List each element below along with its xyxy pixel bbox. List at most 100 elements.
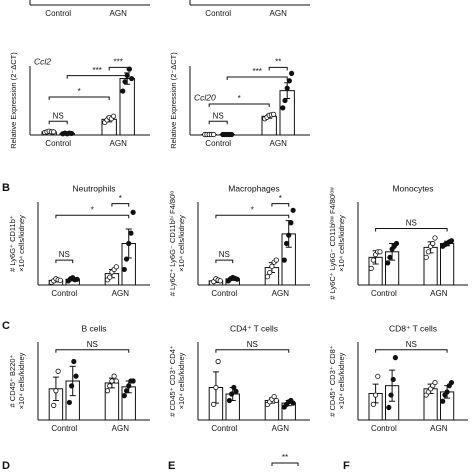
x-tick-label: AGN	[430, 289, 448, 298]
x-tick-label: AGN	[272, 289, 290, 298]
data-point	[211, 401, 217, 407]
x-tick-label: AGN	[110, 9, 128, 18]
significance-label: NS	[247, 340, 258, 349]
panel: Control AGN # CD45⁺ CD3⁺ CD4⁺ ×10⁴ cells/ki…	[168, 323, 310, 433]
significance-bracket	[208, 120, 228, 125]
y-axis-label: ×10⁴ cells/kidney	[177, 215, 186, 272]
significance-label: *	[251, 205, 254, 214]
x-tick-label: AGN	[110, 139, 128, 148]
y-axis-label: # CD45⁺ CD3⁺ CD8⁺	[328, 345, 337, 417]
data-point	[66, 399, 73, 406]
data-point	[233, 388, 239, 394]
data-point	[234, 276, 240, 282]
data-point	[425, 249, 431, 255]
significance-label: NS	[406, 219, 417, 228]
significance-label: NS	[406, 340, 417, 349]
data-point	[290, 400, 296, 406]
data-point	[270, 111, 277, 117]
data-point	[440, 398, 446, 404]
data-point	[387, 254, 393, 260]
significance-label: NS	[219, 250, 230, 259]
data-point	[113, 264, 119, 270]
data-point	[264, 274, 271, 280]
data-point	[385, 260, 391, 266]
data-point	[280, 105, 286, 111]
significance-label: NS	[213, 111, 224, 120]
significance-bracket	[55, 259, 74, 264]
significance-bracket	[271, 462, 299, 466]
y-axis-label: # Ly6G⁺ CD11b⁺	[8, 215, 17, 272]
panel-title: Monocytes	[392, 183, 433, 193]
y-axis-label: # Ly6C⁺ Ly6G⁻ CD11bˡᵒʷ F4/80ˡᵒʷ	[328, 187, 337, 300]
data-point	[370, 401, 376, 407]
data-point	[55, 368, 61, 374]
panel-letter: F	[343, 460, 350, 472]
data-point	[229, 391, 235, 397]
data-point	[288, 220, 294, 226]
data-point	[107, 274, 113, 280]
data-point	[73, 373, 79, 379]
y-axis-label: ×10⁴ cells/kidney	[17, 352, 26, 409]
significance-label: *	[78, 87, 81, 96]
data-point	[432, 379, 438, 386]
y-axis-label: Relative Expression (2⁻ΔCT)	[9, 52, 18, 149]
data-point	[282, 97, 288, 104]
panel: Control AGN # Ly6G⁺ CD11b⁺ ×10⁴ cells/kidne…	[8, 183, 150, 298]
data-point	[269, 263, 275, 269]
panel: Control AGN # Ly6C⁺ Ly6G⁻ CD11bʰⁱ F4/80ˡᵒ ×…	[168, 183, 310, 298]
y-axis-label: ×10⁴ cells/kidney	[337, 215, 346, 272]
significance-bracket	[215, 214, 290, 219]
significance-label: **	[282, 453, 288, 462]
data-point	[128, 230, 134, 236]
data-point	[273, 397, 279, 404]
data-point	[53, 388, 59, 394]
data-point	[286, 232, 292, 238]
significance-bracket	[268, 66, 288, 71]
data-point	[448, 238, 455, 244]
y-axis-label: # CD45⁺ CD3⁺ CD4⁺	[168, 345, 177, 417]
x-tick-label: AGN	[272, 424, 290, 433]
data-point	[377, 249, 383, 255]
panel-letter: E	[168, 460, 175, 472]
data-point	[392, 354, 398, 361]
x-tick-label: Control	[371, 289, 397, 298]
y-axis-label: ×10⁴ cells/kidney	[177, 352, 186, 409]
data-point	[217, 278, 223, 284]
data-point	[69, 130, 75, 137]
panel-letter: C	[2, 320, 10, 332]
panel: Control AGN Relative Expression (2⁻ΔCT) Ccl…	[9, 52, 150, 149]
x-tick-label: Control	[45, 9, 71, 18]
x-tick-label: AGN	[270, 9, 288, 18]
data-point	[123, 256, 130, 262]
significance-bracket	[108, 66, 128, 71]
panel-title: CD4⁺ T cells	[230, 323, 278, 333]
data-point	[229, 131, 235, 138]
panel-letter: D	[2, 460, 10, 472]
data-point	[423, 254, 429, 260]
significance-bracket	[215, 259, 234, 264]
bar	[119, 78, 135, 136]
bar	[440, 243, 455, 286]
panel: Control AGN # CD45⁺ B220⁺ ×10⁴ cells/kidney…	[8, 323, 150, 433]
data-point	[267, 269, 273, 276]
significance-bracket	[48, 120, 68, 125]
significance-bracket	[55, 214, 130, 219]
data-point	[113, 378, 119, 384]
data-point	[104, 388, 111, 394]
x-tick-label: AGN	[270, 139, 288, 148]
y-axis-label: ×10⁴ cells/kidney	[17, 215, 26, 272]
significance-bracket	[48, 96, 110, 101]
data-point	[107, 383, 113, 389]
data-point	[271, 393, 277, 400]
significance-bracket	[215, 349, 290, 353]
significance-bracket	[271, 203, 290, 207]
data-point	[109, 378, 115, 384]
significance-bracket	[375, 349, 448, 353]
y-axis-label: # Ly6C⁺ Ly6G⁻ CD11bʰⁱ F4/80ˡᵒ	[168, 191, 177, 297]
x-tick-label: AGN	[112, 289, 130, 298]
data-point	[51, 402, 57, 408]
data-point	[215, 358, 221, 365]
data-point	[71, 358, 77, 365]
